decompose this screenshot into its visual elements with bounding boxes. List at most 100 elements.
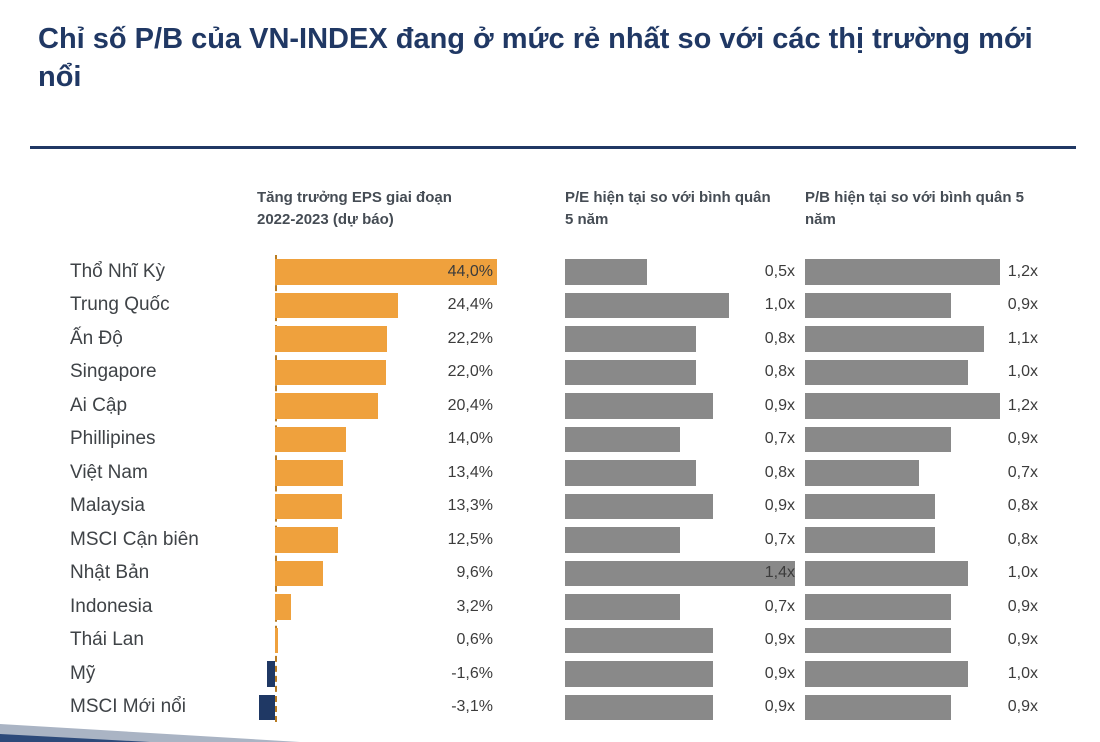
country-label: MSCI Cận biên	[70, 528, 199, 550]
pe-column-header: P/E hiện tại so với bình quân 5 năm	[565, 189, 771, 228]
eps-value: 22,2%	[447, 329, 493, 347]
eps-value: 44,0%	[447, 262, 493, 280]
pb-value: 1,0x	[1007, 564, 1038, 582]
table-row: Mỹ -1,6% 0,9x 1,0x	[70, 657, 1040, 691]
pe-value: 0,5x	[764, 262, 795, 280]
pb-bar	[805, 259, 1000, 285]
pe-bar	[565, 393, 713, 419]
country-label: Nhật Bản	[70, 562, 150, 584]
pb-value: 0,8x	[1007, 497, 1038, 515]
pe-bar	[565, 694, 713, 720]
pb-cell: 0,9x	[805, 423, 1040, 457]
pe-bar	[565, 359, 697, 385]
pe-value: 0,8x	[764, 363, 795, 381]
eps-bar	[275, 493, 343, 519]
eps-value: 9,6%	[456, 564, 493, 582]
eps-cell: 22,0%	[255, 356, 500, 390]
table-row: Phillipines 14,0% 0,7x 0,9x	[70, 423, 1040, 457]
pb-cell: 1,1x	[805, 322, 1040, 356]
eps-cell: 24,4%	[255, 289, 500, 323]
eps-bar	[275, 627, 279, 653]
eps-cell: 9,6%	[255, 557, 500, 591]
pe-value: 0,7x	[764, 597, 795, 615]
eps-cell: -3,1%	[255, 691, 500, 725]
pb-cell: 0,9x	[805, 691, 1040, 725]
eps-value: 20,4%	[447, 396, 493, 414]
pe-cell: 0,9x	[565, 490, 795, 524]
pe-cell: 0,7x	[565, 523, 795, 557]
pe-bar	[565, 460, 697, 486]
pe-cell: 0,8x	[565, 322, 795, 356]
pe-value: 1,0x	[764, 296, 795, 314]
eps-cell: 22,2%	[255, 322, 500, 356]
pb-value: 0,9x	[1007, 631, 1038, 649]
pb-cell: 0,8x	[805, 490, 1040, 524]
country-label: Trung Quốc	[70, 294, 170, 316]
table-row: Ấn Độ 22,2% 0,8x 1,1x	[70, 322, 1040, 356]
table-row: Thổ Nhĩ Kỳ 44,0% 0,5x 1,2x	[70, 255, 1040, 289]
pe-value: 0,8x	[764, 463, 795, 481]
country-label: Singapore	[70, 361, 157, 383]
zero-axis-line	[275, 255, 277, 722]
pb-column-header: P/B hiện tại so với bình quân 5 năm	[805, 189, 1025, 228]
pe-value: 0,7x	[764, 530, 795, 548]
country-label: Ai Cập	[70, 394, 128, 416]
eps-column-header: Tăng trưởng EPS giai đoạn 2022-2023 (dự …	[257, 189, 452, 228]
title-divider	[30, 146, 1076, 149]
chart-header: Tăng trưởng EPS giai đoạn 2022-2023 (dự …	[70, 183, 1040, 255]
pe-cell: 0,9x	[565, 657, 795, 691]
eps-bar	[275, 460, 343, 486]
page-title: Chỉ số P/B của VN-INDEX đang ở mức rẻ nh…	[38, 23, 1033, 94]
eps-value: 22,0%	[447, 363, 493, 381]
pe-value: 0,9x	[764, 631, 795, 649]
pb-bar	[805, 326, 984, 352]
pe-bar	[565, 426, 680, 452]
pe-cell: 0,7x	[565, 423, 795, 457]
eps-cell: 20,4%	[255, 389, 500, 423]
country-label: Indonesia	[70, 595, 153, 617]
pb-value: 0,9x	[1007, 430, 1038, 448]
table-row: Singapore 22,0% 0,8x 1,0x	[70, 356, 1040, 390]
eps-bar	[275, 426, 346, 452]
table-row: Indonesia 3,2% 0,7x 0,9x	[70, 590, 1040, 624]
pb-value: 0,9x	[1007, 597, 1038, 615]
eps-value: 3,2%	[456, 597, 493, 615]
country-label: MSCI Mới nổi	[70, 696, 186, 718]
pb-value: 0,7x	[1007, 463, 1038, 481]
table-row: Trung Quốc 24,4% 1,0x 0,9x	[70, 289, 1040, 323]
pe-cell: 1,0x	[565, 289, 795, 323]
pb-value: 1,2x	[1007, 262, 1038, 280]
pb-bar	[805, 694, 952, 720]
pb-cell: 0,7x	[805, 456, 1040, 490]
eps-value: 14,0%	[447, 430, 493, 448]
pb-bar	[805, 627, 952, 653]
pb-cell: 1,0x	[805, 657, 1040, 691]
eps-bar	[275, 560, 324, 586]
pb-cell: 0,8x	[805, 523, 1040, 557]
pe-cell: 0,9x	[565, 691, 795, 725]
pb-bar	[805, 560, 968, 586]
eps-value: -1,6%	[451, 664, 493, 682]
pe-value: 0,9x	[764, 497, 795, 515]
pe-bar	[565, 259, 648, 285]
pb-value: 0,8x	[1007, 530, 1038, 548]
table-row: MSCI Cận biên 12,5% 0,7x 0,8x	[70, 523, 1040, 557]
eps-cell: 12,5%	[255, 523, 500, 557]
eps-cell: 13,4%	[255, 456, 500, 490]
pb-bar	[805, 359, 968, 385]
corner-decoration	[0, 724, 300, 742]
pe-cell: 0,7x	[565, 590, 795, 624]
pb-cell: 0,9x	[805, 624, 1040, 658]
eps-bar	[275, 594, 292, 620]
table-row: Việt Nam 13,4% 0,8x 0,7x	[70, 456, 1040, 490]
country-label: Thổ Nhĩ Kỳ	[70, 260, 166, 282]
eps-bar	[266, 661, 275, 687]
pe-cell: 0,9x	[565, 389, 795, 423]
eps-value: 0,6%	[456, 631, 493, 649]
eps-value: 13,3%	[447, 497, 493, 515]
pb-bar	[805, 292, 952, 318]
pb-bar	[805, 460, 919, 486]
pe-value: 1,4x	[764, 564, 795, 582]
pb-value: 0,9x	[1007, 296, 1038, 314]
pb-value: 1,2x	[1007, 396, 1038, 414]
